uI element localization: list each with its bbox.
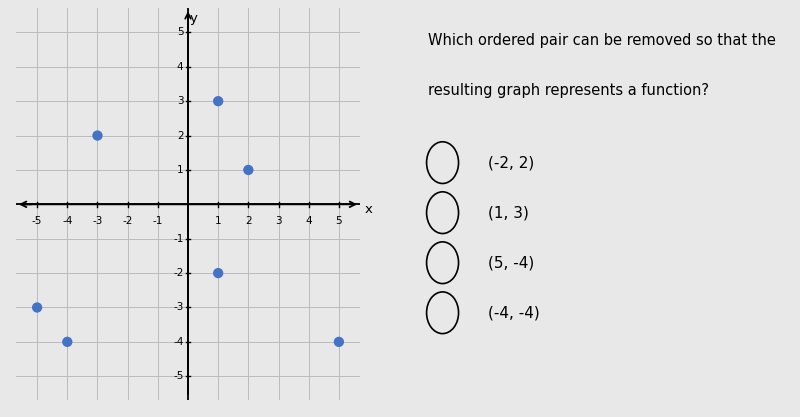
Text: 1: 1 (215, 216, 222, 226)
Text: Which ordered pair can be removed so that the: Which ordered pair can be removed so tha… (427, 33, 775, 48)
Point (242, 167, 254, 173)
Text: 2: 2 (245, 216, 252, 226)
Point (212, 270, 225, 276)
Text: (5, -4): (5, -4) (488, 255, 534, 270)
Text: -3: -3 (173, 302, 183, 312)
Point (91, 132, 104, 139)
Text: -2: -2 (122, 216, 133, 226)
Text: 2: 2 (177, 131, 183, 141)
Text: y: y (190, 12, 198, 25)
Text: 5: 5 (177, 28, 183, 38)
Text: (-2, 2): (-2, 2) (488, 155, 534, 170)
Text: (1, 3): (1, 3) (488, 205, 529, 220)
Text: (-4, -4): (-4, -4) (488, 305, 539, 320)
Text: x: x (365, 203, 373, 216)
Text: resulting graph represents a function?: resulting graph represents a function? (427, 83, 709, 98)
Point (333, 339, 346, 345)
Text: -3: -3 (92, 216, 102, 226)
Text: 4: 4 (306, 216, 312, 226)
Text: -5: -5 (173, 371, 183, 381)
Point (61, 339, 74, 345)
Text: 3: 3 (275, 216, 282, 226)
Text: 3: 3 (177, 96, 183, 106)
Text: -1: -1 (153, 216, 163, 226)
Text: -4: -4 (173, 337, 183, 347)
Text: 4: 4 (177, 62, 183, 72)
Text: 5: 5 (335, 216, 342, 226)
Point (30, 304, 43, 311)
Text: 1: 1 (177, 165, 183, 175)
Text: -1: -1 (173, 234, 183, 244)
Text: -2: -2 (173, 268, 183, 278)
Point (212, 98, 225, 105)
Text: -5: -5 (32, 216, 42, 226)
Text: -4: -4 (62, 216, 73, 226)
